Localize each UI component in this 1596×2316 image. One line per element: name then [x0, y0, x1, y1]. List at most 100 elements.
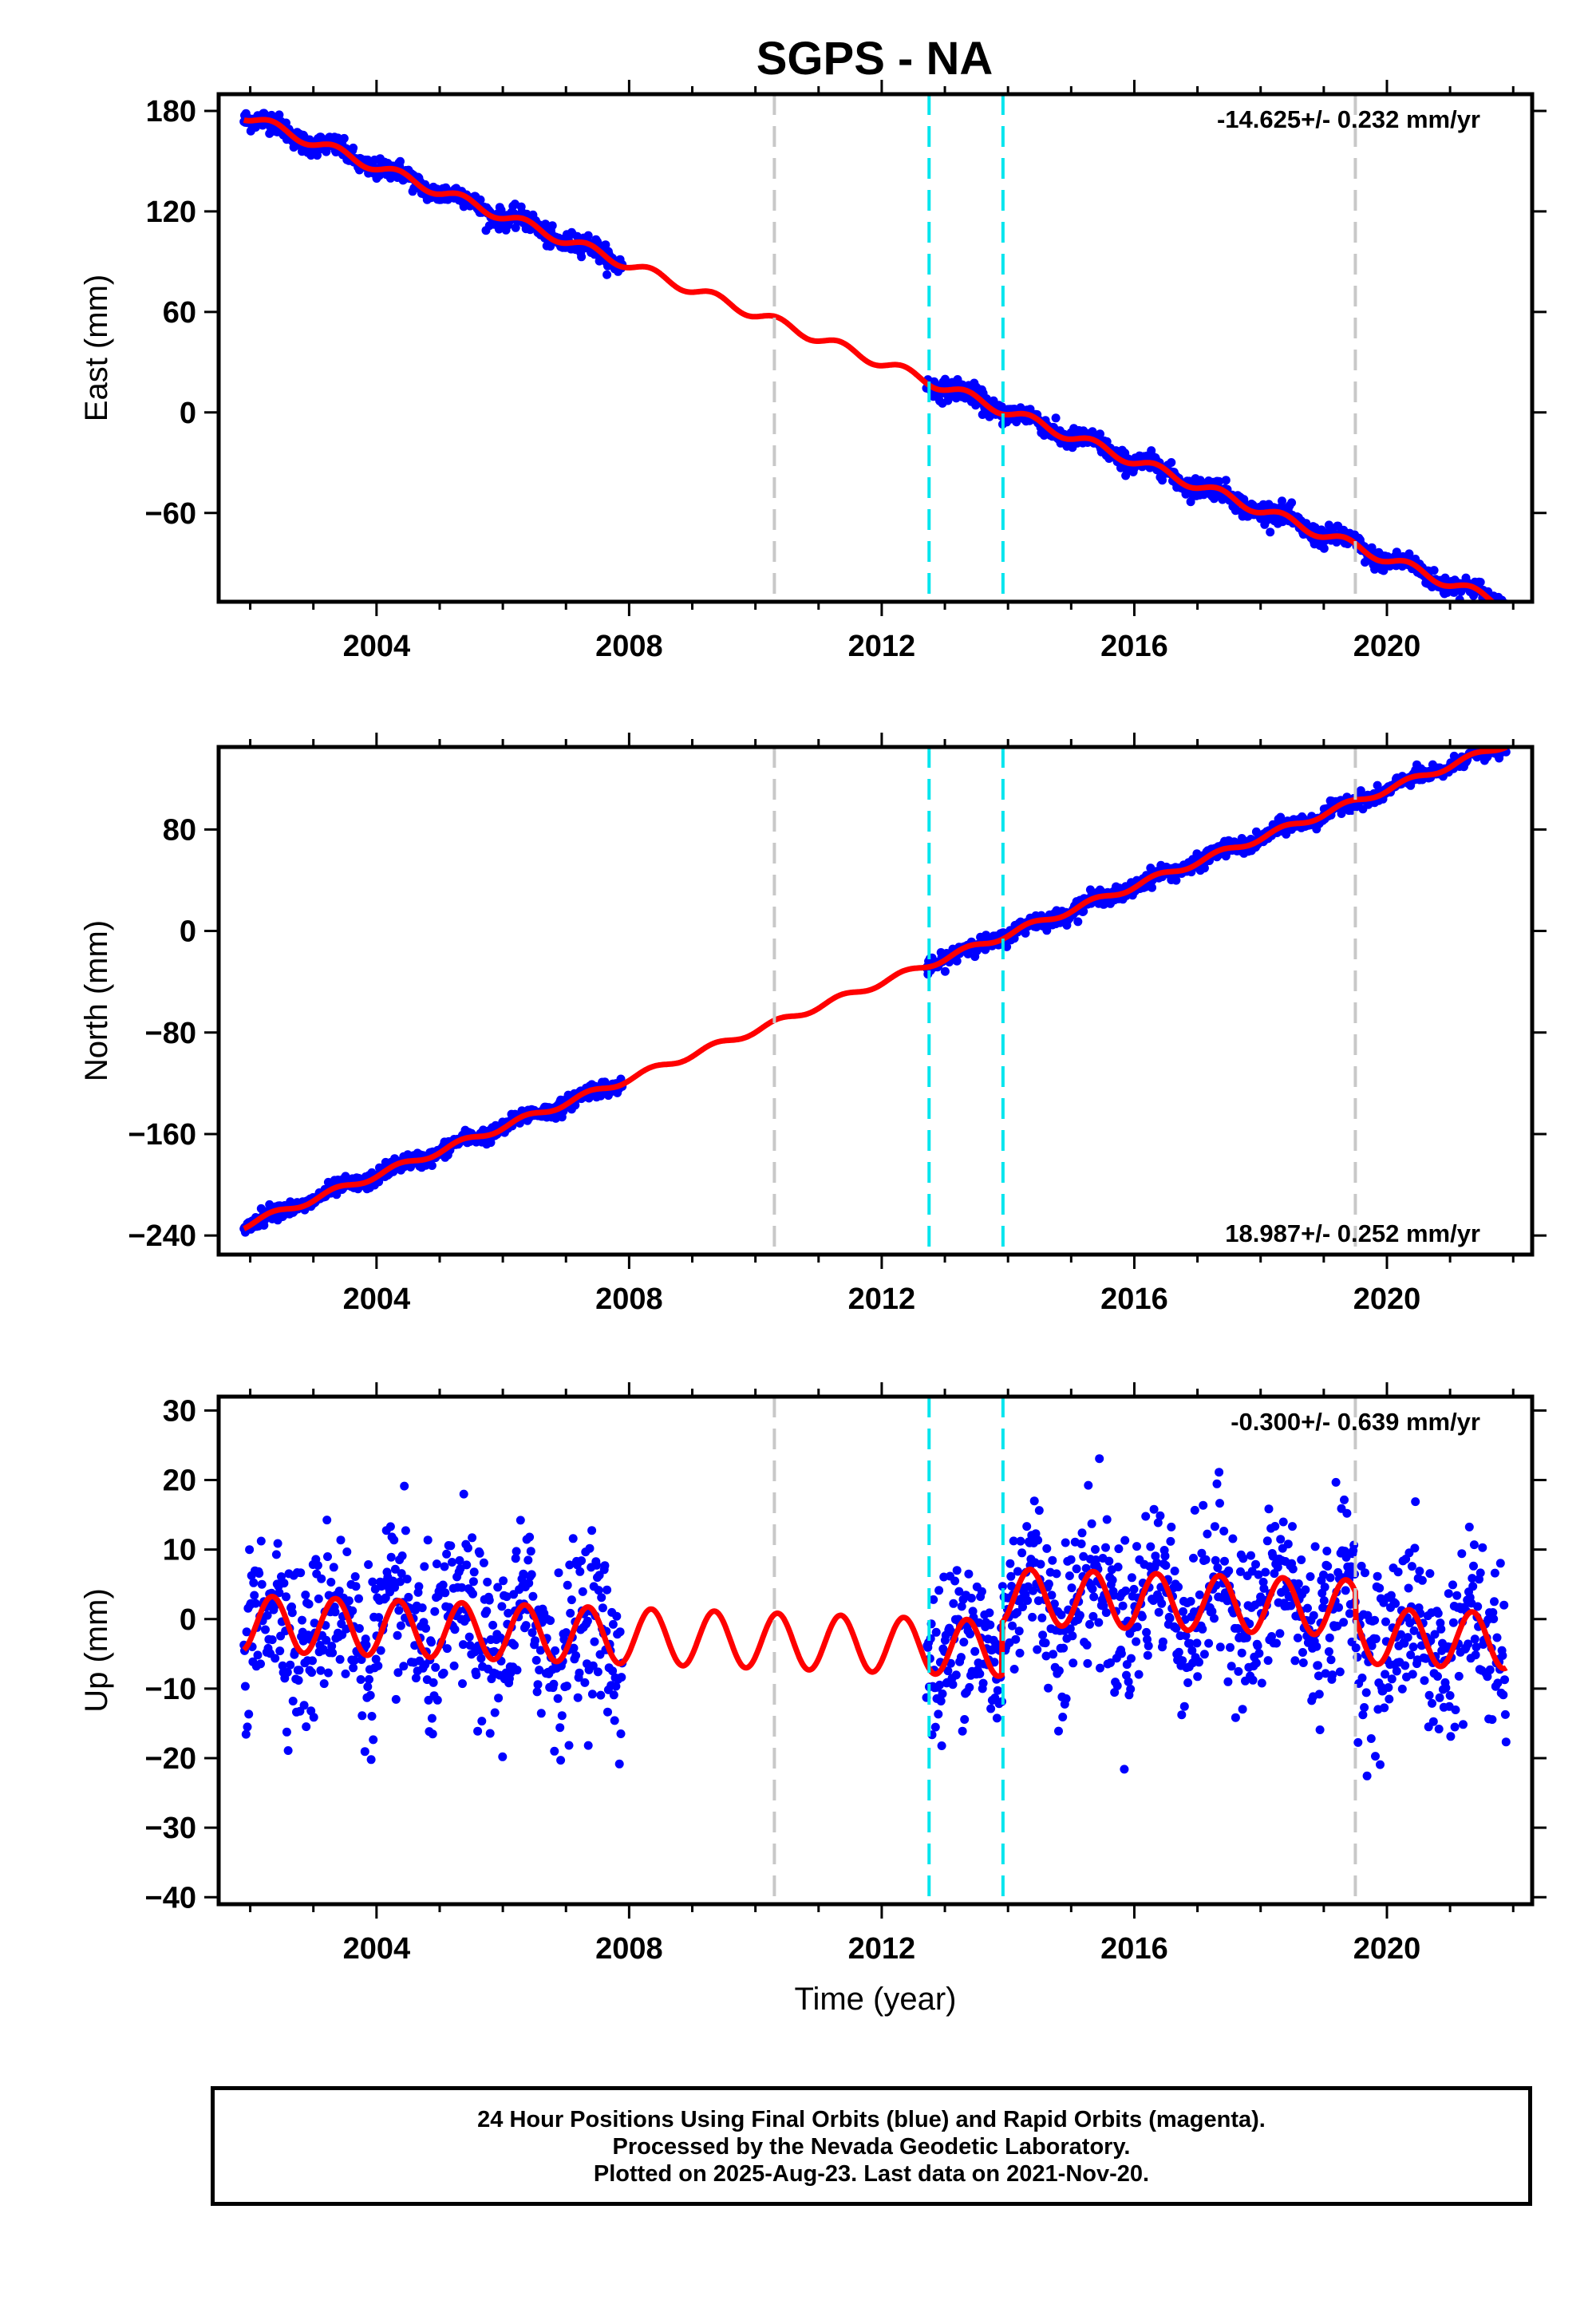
- data-point: [1254, 1649, 1264, 1658]
- data-point: [294, 1676, 303, 1685]
- data-point: [616, 1729, 626, 1738]
- data-point: [934, 1709, 943, 1719]
- data-point: [464, 1632, 474, 1642]
- data-point: [590, 1637, 599, 1646]
- data-point: [1242, 1633, 1251, 1642]
- x-axis-label: Time (year): [795, 1982, 957, 2017]
- data-point: [360, 1747, 369, 1757]
- x-tick-label: 2004: [343, 1282, 411, 1316]
- data-point: [282, 1667, 292, 1677]
- data-point: [1310, 1542, 1320, 1551]
- data-point: [255, 1569, 264, 1578]
- data-point: [386, 1552, 396, 1562]
- data-point: [1096, 1663, 1104, 1673]
- data-point: [1006, 1571, 1016, 1581]
- data-point: [1065, 1624, 1075, 1634]
- data-point: [1234, 1666, 1243, 1676]
- y-tick-label: 20: [163, 1464, 196, 1498]
- data-point: [348, 1606, 358, 1615]
- data-point: [1410, 1543, 1420, 1553]
- data-point: [1183, 1678, 1193, 1687]
- data-point: [580, 1678, 590, 1687]
- data-point: [993, 1686, 1002, 1695]
- data-point: [519, 1569, 528, 1579]
- data-point: [455, 1555, 464, 1565]
- data-point: [611, 1682, 621, 1691]
- y-tick-label: −20: [145, 1742, 196, 1776]
- data-point: [1112, 1681, 1122, 1690]
- data-point: [1393, 1567, 1403, 1577]
- data-point: [399, 1662, 409, 1671]
- data-point: [440, 1588, 450, 1598]
- data-point: [316, 1666, 326, 1675]
- data-point: [1091, 1545, 1100, 1554]
- data-point: [1203, 1529, 1212, 1539]
- data-point: [966, 1630, 975, 1638]
- data-point: [369, 1735, 378, 1745]
- data-point: [1257, 1678, 1266, 1688]
- data-point: [1144, 1641, 1153, 1650]
- data-point: [341, 1669, 350, 1678]
- data-point: [314, 1594, 323, 1603]
- data-point: [612, 1611, 622, 1621]
- data-point: [1408, 1670, 1417, 1679]
- data-point: [1501, 608, 1510, 617]
- data-point: [1469, 1540, 1479, 1550]
- data-point: [948, 1680, 958, 1690]
- data-point: [296, 1568, 306, 1578]
- data-point: [1190, 1505, 1199, 1515]
- data-point: [1057, 1611, 1066, 1619]
- data-point: [587, 1526, 597, 1535]
- data-point: [376, 1646, 385, 1655]
- plot-area: [239, 1397, 1511, 1904]
- data-point: [1069, 1658, 1078, 1668]
- data-point: [596, 1690, 606, 1700]
- data-point: [585, 1543, 595, 1553]
- data-point: [1436, 1624, 1446, 1634]
- data-point: [313, 1561, 322, 1570]
- data-point: [603, 1707, 612, 1717]
- data-point: [1029, 1586, 1037, 1595]
- data-point: [1261, 1567, 1270, 1577]
- data-point: [349, 143, 358, 152]
- data-point: [323, 1552, 332, 1561]
- data-point: [1087, 1519, 1096, 1528]
- data-point: [497, 1602, 507, 1611]
- time-series-charts: 2004 2008 2012 2016 2020 180 120 60 0 −60 East (mm…: [79, 80, 1547, 2017]
- data-point: [1075, 1611, 1084, 1620]
- data-point: [468, 1533, 477, 1543]
- data-point: [450, 1625, 460, 1634]
- data-point: [1391, 1599, 1400, 1608]
- data-point: [241, 1729, 251, 1739]
- data-point: [1381, 1617, 1390, 1626]
- data-point: [1228, 1534, 1238, 1543]
- data-point: [242, 1627, 251, 1637]
- data-point: [1073, 917, 1083, 927]
- y-tick-label: 60: [163, 296, 196, 330]
- x-tick-label: 2004: [343, 630, 411, 663]
- data-point: [1088, 1584, 1097, 1594]
- data-point: [1037, 1613, 1047, 1622]
- data-point: [1340, 1495, 1349, 1504]
- data-point: [1059, 1643, 1069, 1653]
- data-point: [1199, 1500, 1208, 1510]
- data-point: [385, 1522, 395, 1531]
- data-point: [1153, 1518, 1163, 1528]
- data-point: [547, 221, 557, 231]
- data-point: [411, 1674, 421, 1683]
- data-point: [1096, 429, 1104, 439]
- data-point: [1375, 1583, 1385, 1593]
- data-point: [462, 1560, 472, 1570]
- data-point: [594, 1586, 603, 1595]
- data-point: [1065, 1571, 1074, 1580]
- data-point: [956, 1653, 966, 1662]
- data-point: [1048, 1555, 1057, 1565]
- data-point: [476, 195, 485, 204]
- data-point: [1179, 1701, 1189, 1711]
- data-point: [568, 1534, 578, 1543]
- data-point: [363, 1682, 373, 1691]
- data-point: [465, 1641, 475, 1650]
- data-point: [615, 1627, 625, 1637]
- data-point: [396, 156, 405, 166]
- data-point: [573, 1693, 583, 1702]
